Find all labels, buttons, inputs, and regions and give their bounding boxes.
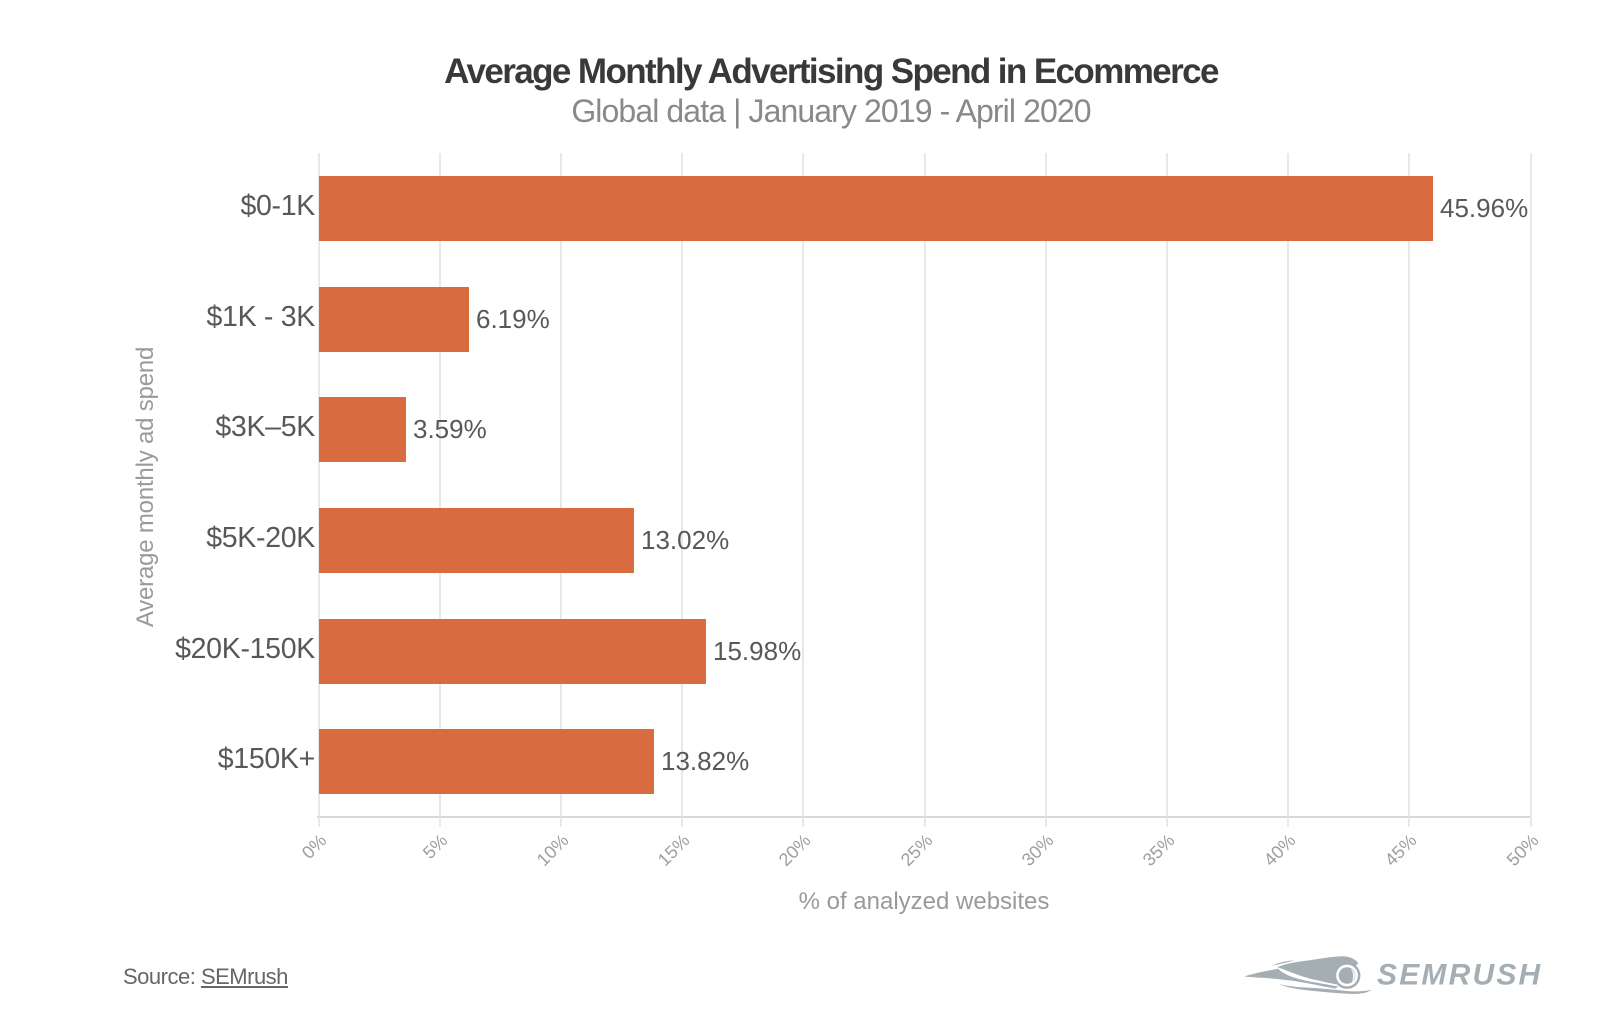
svg-text:SEMRUSH: SEMRUSH — [1377, 959, 1542, 992]
